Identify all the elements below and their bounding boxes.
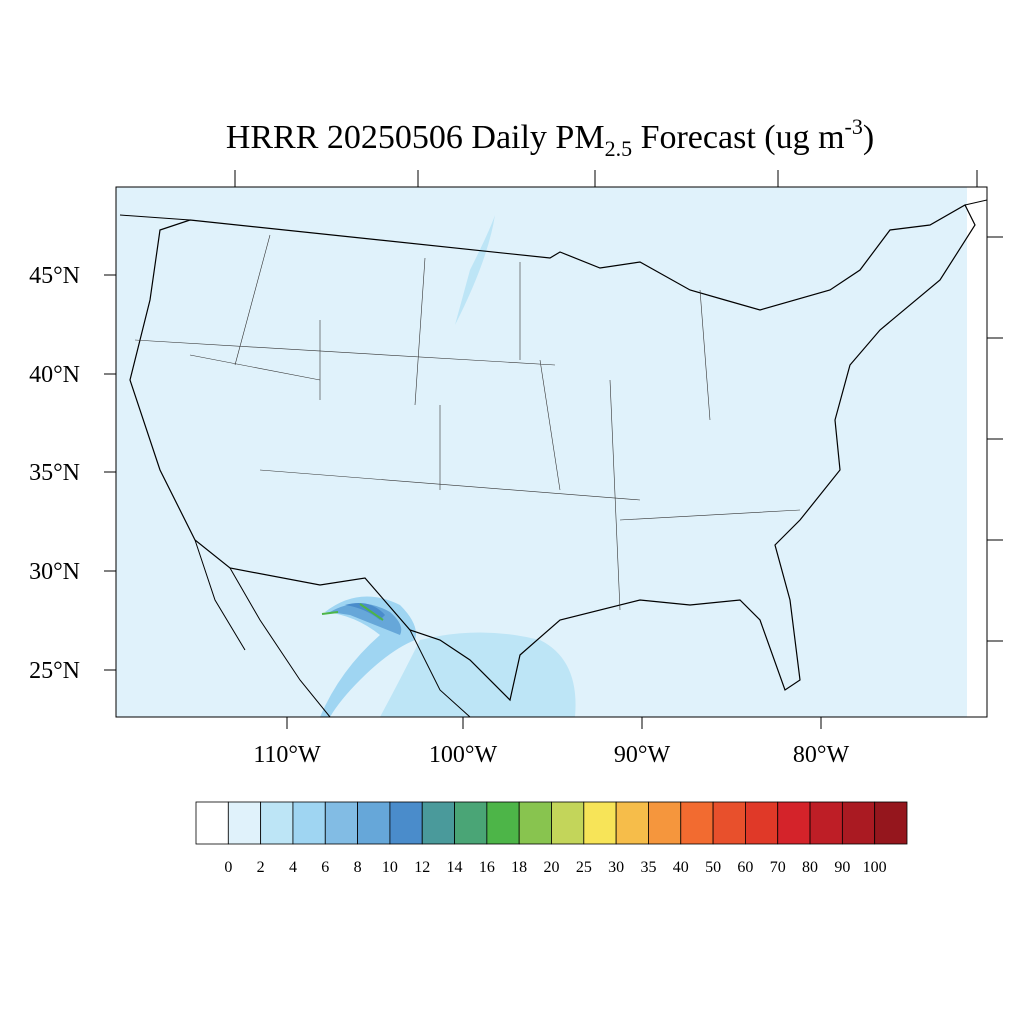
- smoke-plume: [455, 215, 495, 325]
- colorbar-box: [389, 801, 423, 845]
- colorbar-label: 50: [705, 859, 721, 876]
- title-end: ): [863, 119, 874, 156]
- colorbar-label: 8: [354, 859, 362, 876]
- colorbar-label: 70: [770, 859, 786, 876]
- colorbar-box: [777, 801, 811, 845]
- colorbar-label: 40: [673, 859, 689, 876]
- colorbar-label: 0: [224, 859, 232, 876]
- colorbar-label: 60: [737, 859, 753, 876]
- colorbar-label: 100: [863, 859, 887, 876]
- colorbar-label: 30: [608, 859, 624, 876]
- missing-data: [967, 187, 987, 717]
- colorbar-box: [809, 801, 843, 845]
- colorbar-box: [841, 801, 876, 845]
- lat-label: 35°N: [29, 460, 80, 486]
- colorbar-box: [227, 801, 262, 845]
- colorbar-box: [648, 801, 682, 845]
- map-area: [116, 187, 987, 717]
- colorbar-label: 4: [289, 859, 297, 876]
- colorbar-label: 35: [640, 859, 656, 876]
- colorbar-box: [583, 801, 617, 845]
- colorbar-box: [260, 801, 294, 845]
- colorbar-box: [712, 801, 746, 845]
- colorbar-label: 20: [544, 859, 560, 876]
- colorbar-box: [324, 801, 358, 845]
- lon-label: 80°W: [793, 742, 850, 768]
- lat-label: 25°N: [29, 658, 80, 684]
- colorbar-label: 14: [447, 859, 463, 876]
- colorbar-box: [292, 801, 326, 845]
- colorbar-label: 12: [414, 859, 430, 876]
- title-main: HRRR 20250506 Daily PM: [226, 119, 605, 156]
- colorbar-label: 2: [257, 859, 265, 876]
- colorbar-box: [518, 801, 552, 845]
- colorbar-label: 10: [382, 859, 398, 876]
- colorbar-label: 90: [834, 859, 850, 876]
- colorbar-label: 80: [802, 859, 818, 876]
- title-rest: Forecast (ug m: [632, 119, 844, 156]
- us-outline: [129, 204, 976, 702]
- lat-label: 45°N: [29, 263, 80, 289]
- lon-label: 90°W: [614, 742, 671, 768]
- colorbar-label: 25: [576, 859, 592, 876]
- title-sup: -3: [845, 114, 863, 139]
- smoke-plume: [330, 603, 402, 635]
- colorbar-box: [486, 801, 520, 845]
- title: HRRR 20250506 Daily PM2.5 Forecast (ug m…: [226, 114, 874, 161]
- colorbar-box: [551, 801, 585, 845]
- colorbar-label: 18: [511, 859, 527, 876]
- lon-label: 110°W: [253, 742, 321, 768]
- smoke-core: [321, 603, 384, 621]
- state-borders: [134, 234, 801, 611]
- colorbar-box: [454, 801, 488, 845]
- colorbar-label: 6: [321, 859, 329, 876]
- title-sub: 2.5: [605, 136, 633, 161]
- map-frame: [115, 186, 988, 718]
- colorbar-box: [615, 801, 649, 845]
- smoke-plume: [345, 602, 385, 620]
- mexico-coast: [194, 539, 471, 717]
- colorbar-box: [421, 801, 455, 845]
- map-background: [116, 187, 987, 717]
- lat-label: 30°N: [29, 559, 80, 585]
- lat-label: 40°N: [29, 362, 80, 388]
- colorbar-box: [195, 801, 229, 845]
- colorbar-box: [874, 801, 908, 845]
- smoke-plume: [380, 632, 576, 717]
- canada-border: [119, 199, 987, 221]
- colorbar-box: [745, 801, 779, 845]
- colorbar-label: 16: [479, 859, 495, 876]
- lon-label: 100°W: [429, 742, 498, 768]
- colorbar-box: [680, 801, 714, 845]
- colorbar-box: [357, 801, 391, 845]
